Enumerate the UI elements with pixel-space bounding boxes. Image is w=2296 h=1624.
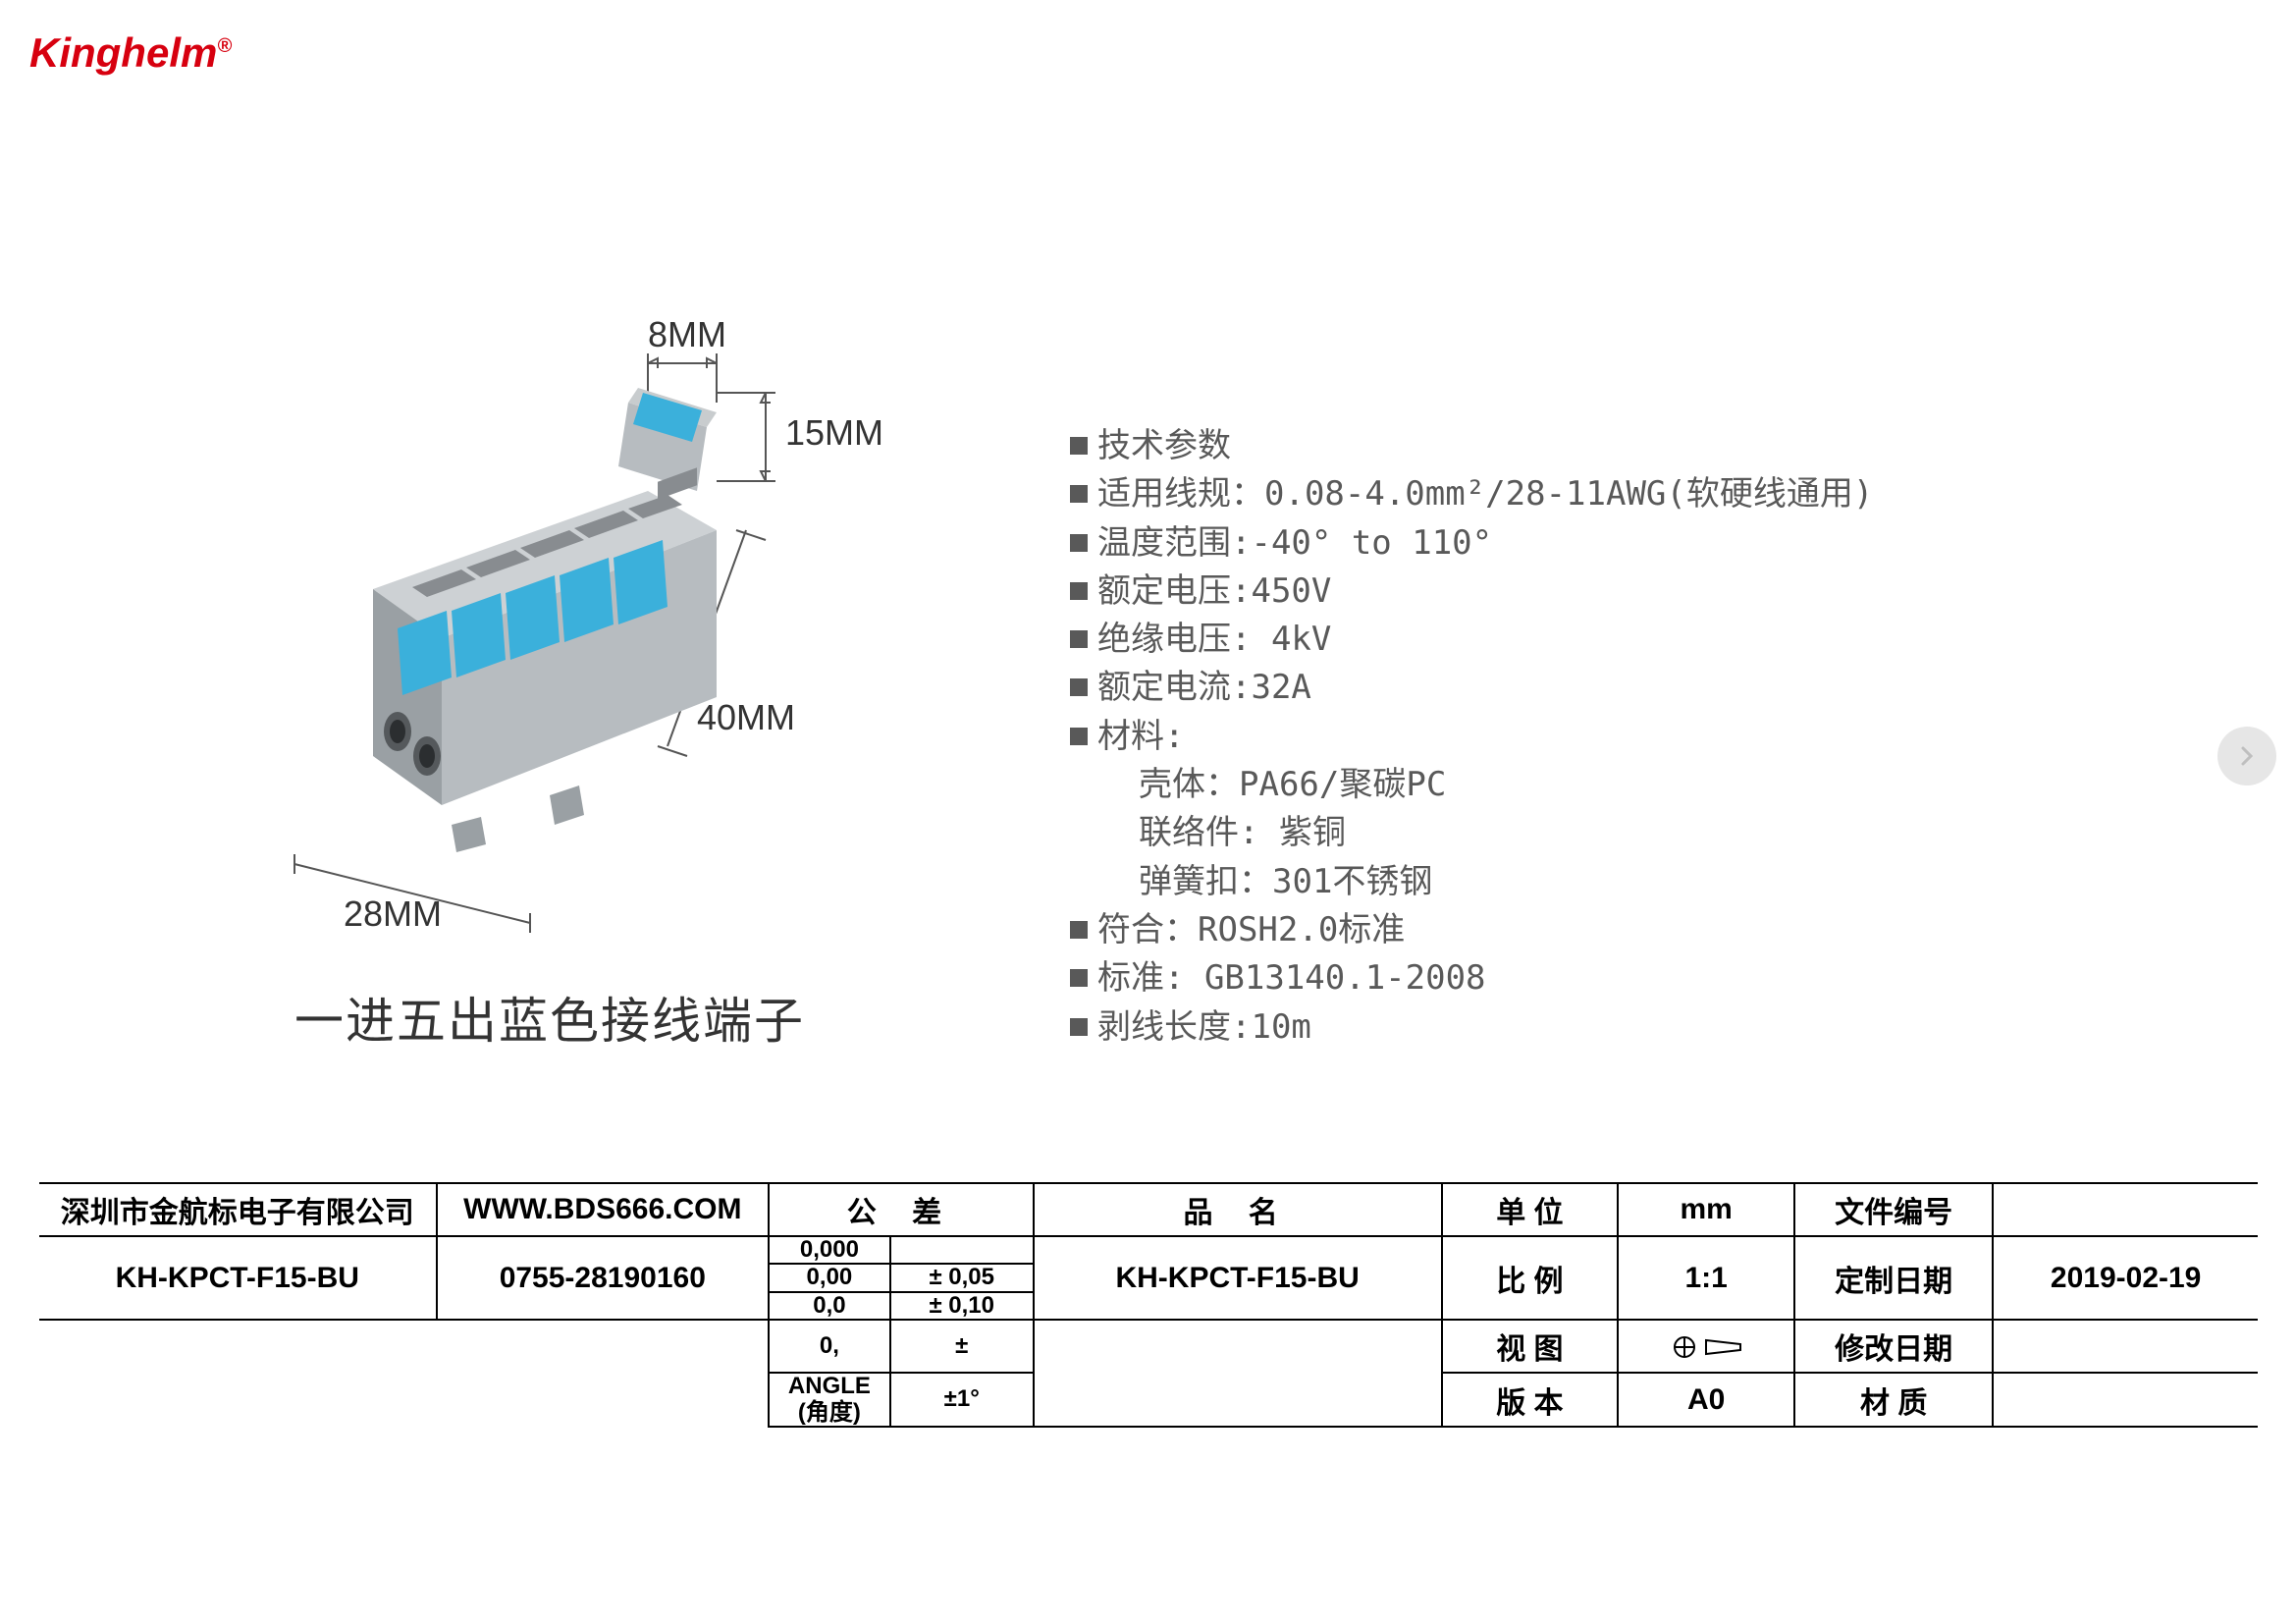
tb-docno-label: 文件编号 (1794, 1183, 1993, 1236)
tb-docno (1993, 1183, 2258, 1236)
dim-top-height: 15MM (785, 412, 883, 454)
dim-top-width: 8MM (648, 314, 726, 355)
tb-tolerance-label: 公 差 (769, 1183, 1034, 1236)
tb-phone: 0755-28190160 (437, 1236, 770, 1320)
tb-partno: KH-KPCT-F15-BU (39, 1236, 437, 1320)
tb-tol-r3: 0, (769, 1320, 890, 1373)
bullet-icon (1070, 678, 1088, 696)
logo-text: Kinghelm (29, 29, 217, 76)
bullet-icon (1070, 437, 1088, 455)
bullet-icon (1070, 728, 1088, 745)
tb-tol-r1: 0,00 (769, 1264, 890, 1291)
tb-empty1 (39, 1320, 437, 1427)
tb-tol-r0: 0,000 (769, 1236, 890, 1264)
tb-empty2 (437, 1320, 770, 1427)
tb-tol-v2: ± 0,10 (890, 1292, 1034, 1320)
chevron-right-icon (2235, 744, 2259, 768)
product-caption: 一进五出蓝色接线端子 (294, 982, 805, 1053)
bullet-icon (1070, 485, 1088, 503)
next-image-button[interactable] (2217, 727, 2276, 785)
tb-view-label: 视 图 (1442, 1320, 1619, 1373)
logo-mark: ® (217, 35, 232, 57)
spec-material-contact: 联络件: 紫铜 (1070, 809, 2228, 857)
bullet-icon (1070, 582, 1088, 600)
tb-company: 深圳市金航标电子有限公司 (39, 1183, 437, 1236)
tb-tol-v1: ± 0,05 (890, 1264, 1034, 1291)
tb-projection-symbol (1618, 1320, 1794, 1373)
tb-date-label: 定制日期 (1794, 1236, 1993, 1320)
spec-material-shell: 壳体：PA66/聚碳PC (1070, 761, 2228, 809)
tb-website: WWW.BDS666.COM (437, 1183, 770, 1236)
spec-temp: 温度范围:-40° to 110° (1070, 519, 2228, 568)
tb-unit-label: 单 位 (1442, 1183, 1619, 1236)
bullet-icon (1070, 921, 1088, 939)
tb-angle-val: ±1° (890, 1373, 1034, 1427)
tb-tol-r2: 0,0 (769, 1292, 890, 1320)
tb-unit: mm (1618, 1183, 1794, 1236)
tb-revdate-label: 修改日期 (1794, 1320, 1993, 1373)
brand-logo: Kinghelm® (29, 29, 232, 77)
tb-angle-label: ANGLE (角度) (769, 1373, 890, 1427)
tb-productname: KH-KPCT-F15-BU (1034, 1236, 1442, 1320)
bullet-icon (1070, 534, 1088, 552)
tb-date: 2019-02-19 (1993, 1236, 2258, 1320)
tb-productname-label: 品 名 (1034, 1183, 1442, 1236)
bullet-icon (1070, 1018, 1088, 1036)
spec-list: 技术参数 适用线规：0.08-4.0mm²/28-11AWG(软硬线通用) 温度… (1070, 422, 2228, 1052)
spec-rohs: 符合：ROSH2.0标准 (1070, 906, 2228, 954)
dim-depth: 28MM (344, 893, 442, 935)
spec-material: 材料: (1070, 713, 2228, 761)
title-block-table: 深圳市金航标电子有限公司 WWW.BDS666.COM 公 差 品 名 单 位 … (39, 1182, 2258, 1428)
tb-version-label: 版 本 (1442, 1373, 1619, 1427)
tb-empty3 (1034, 1320, 1442, 1427)
product-figure: 8MM 15MM 40MM 28MM (255, 334, 942, 943)
tb-scale: 1:1 (1618, 1236, 1794, 1320)
spec-current: 额定电流:32A (1070, 664, 2228, 712)
spec-standard: 标准: GB13140.1-2008 (1070, 954, 2228, 1002)
spec-insulation: 绝缘电压: 4kV (1070, 616, 2228, 664)
tb-material-label: 材 质 (1794, 1373, 1993, 1427)
spec-wire-gauge: 适用线规：0.08-4.0mm²/28-11AWG(软硬线通用) (1070, 470, 2228, 518)
tb-scale-label: 比 例 (1442, 1236, 1619, 1320)
tb-tol-v0 (890, 1236, 1034, 1264)
tb-version: A0 (1618, 1373, 1794, 1427)
tb-tol-v3: ± (890, 1320, 1034, 1373)
spec-voltage: 额定电压:450V (1070, 568, 2228, 616)
tb-revdate (1993, 1320, 2258, 1373)
bullet-icon (1070, 969, 1088, 987)
tb-material (1993, 1373, 2258, 1427)
spec-header: 技术参数 (1070, 422, 2228, 470)
spec-strip: 剥线长度:10m (1070, 1003, 2228, 1052)
dim-length: 40MM (697, 697, 795, 738)
spec-material-spring: 弹簧扣：301不锈钢 (1070, 858, 2228, 906)
bullet-icon (1070, 630, 1088, 648)
